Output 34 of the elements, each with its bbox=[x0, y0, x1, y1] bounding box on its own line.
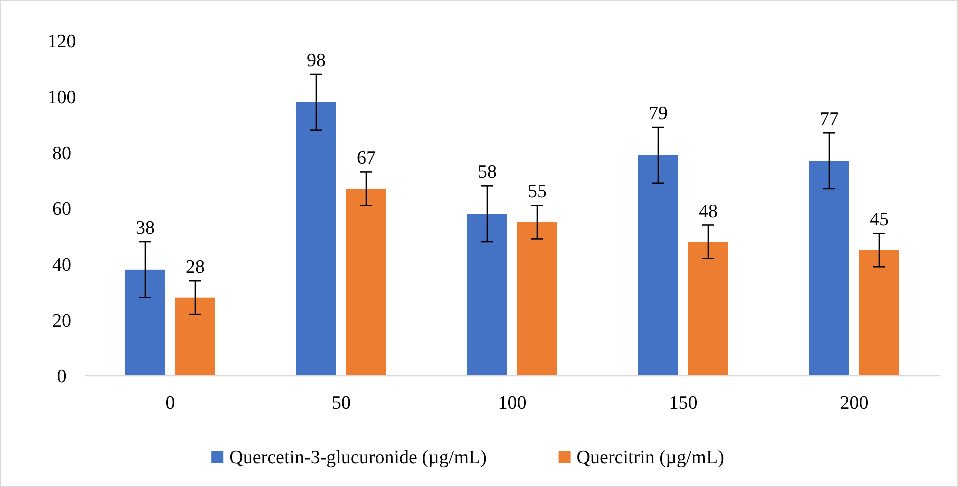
bar bbox=[860, 250, 900, 376]
x-tick-label: 200 bbox=[840, 393, 869, 414]
bar bbox=[468, 214, 508, 376]
bar bbox=[638, 155, 678, 376]
legend-label: Quercitrin (µg/mL) bbox=[576, 448, 724, 469]
bar bbox=[126, 270, 166, 376]
x-tick-label: 50 bbox=[332, 393, 351, 414]
x-tick-label: 150 bbox=[669, 393, 698, 414]
data-label: 48 bbox=[699, 201, 718, 222]
y-tick-label: 40 bbox=[52, 254, 72, 276]
data-label: 55 bbox=[528, 182, 547, 203]
data-label: 58 bbox=[478, 162, 497, 184]
data-label: 38 bbox=[136, 218, 155, 239]
x-tick-label: 100 bbox=[498, 393, 527, 414]
y-tick-label: 0 bbox=[57, 366, 67, 388]
data-label: 67 bbox=[357, 148, 376, 170]
bar bbox=[176, 298, 216, 376]
y-tick-label: 100 bbox=[48, 87, 76, 108]
bar bbox=[346, 188, 386, 376]
y-tick-label: 20 bbox=[52, 310, 72, 332]
bar bbox=[518, 222, 558, 376]
data-label: 79 bbox=[649, 104, 668, 125]
data-label: 77 bbox=[820, 109, 839, 130]
data-label: 45 bbox=[870, 210, 889, 231]
y-tick-label: 80 bbox=[52, 143, 72, 164]
data-label: 28 bbox=[186, 257, 205, 278]
y-tick-label: 60 bbox=[52, 199, 72, 220]
bar bbox=[688, 242, 728, 376]
bar bbox=[296, 102, 336, 376]
y-tick-label: 120 bbox=[48, 32, 76, 53]
data-label: 98 bbox=[307, 50, 326, 72]
x-tick-label: 0 bbox=[166, 393, 176, 414]
legend-label: Quercetin-3-glucuronide (µg/mL) bbox=[230, 448, 487, 469]
bar bbox=[810, 161, 850, 376]
